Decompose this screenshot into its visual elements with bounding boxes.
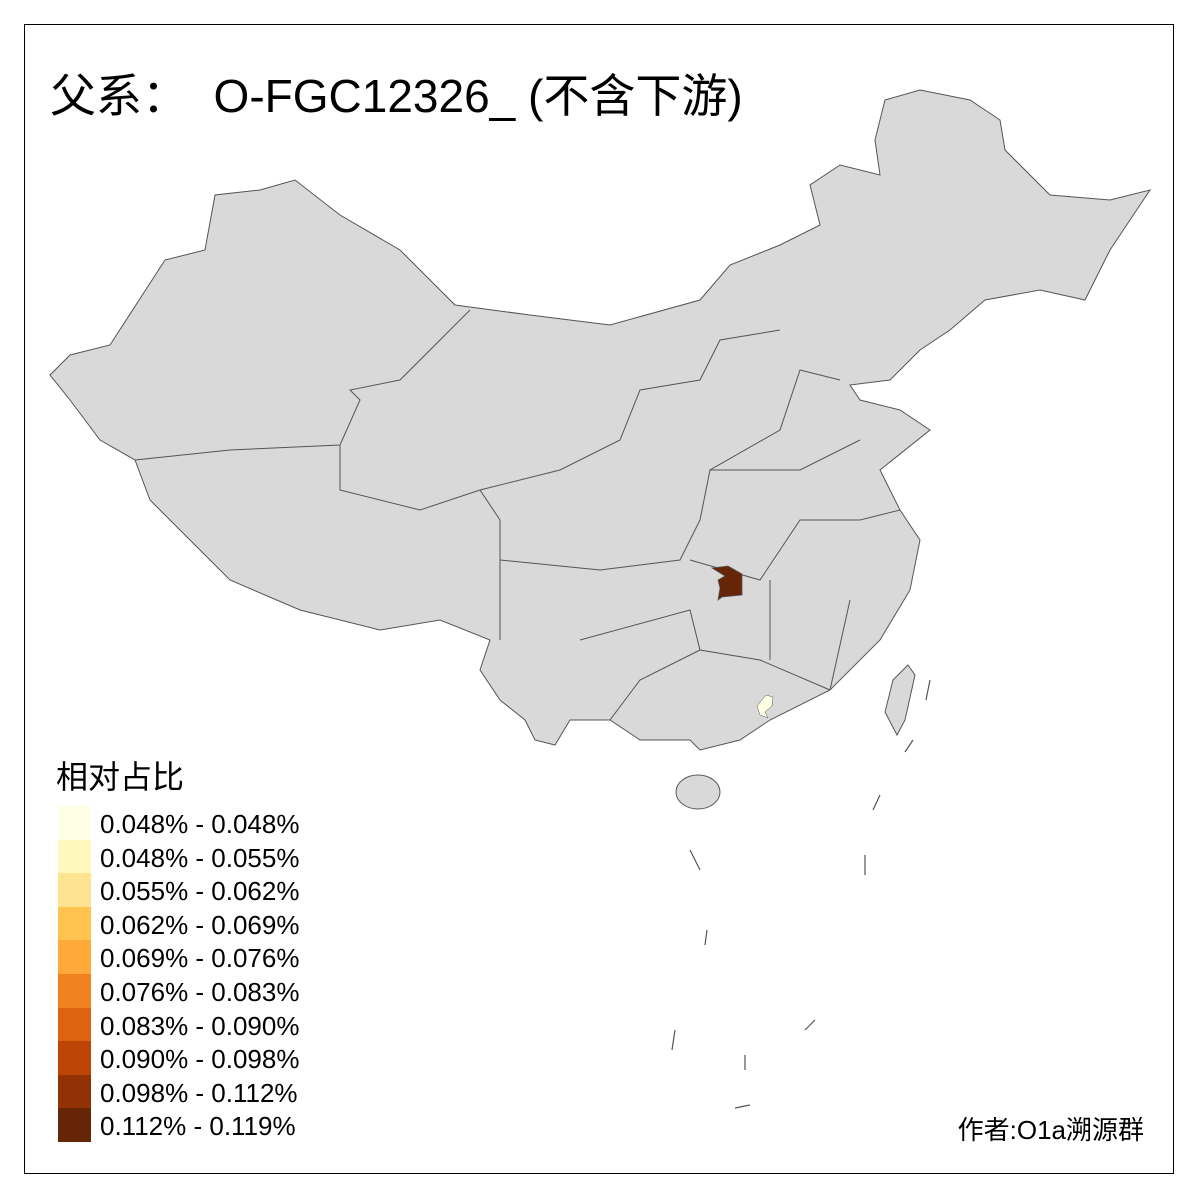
legend-label: 0.048% - 0.055% <box>100 842 300 873</box>
legend-label: 0.048% - 0.048% <box>100 809 300 839</box>
region-hunan-northwest <box>710 565 743 601</box>
legend-item: 0.090% - 0.098% <box>58 1041 358 1076</box>
legend-swatch <box>58 806 91 840</box>
china-mainland <box>49 89 1152 751</box>
legend-swatch <box>58 940 91 975</box>
legend-swatch <box>58 1007 91 1042</box>
legend-label: 0.090% - 0.098% <box>100 1044 300 1075</box>
legend-swatch <box>58 906 91 941</box>
legend-item: 0.048% - 0.055% <box>58 839 358 874</box>
legend-item: 0.048% - 0.048% <box>58 806 358 840</box>
legend-swatch <box>58 839 91 874</box>
author-credit: 作者:O1a溯源群 <box>957 1115 1144 1145</box>
map-frame <box>24 24 1174 1174</box>
legend-item: 0.076% - 0.083% <box>58 974 358 1008</box>
legend-label: 0.076% - 0.083% <box>100 977 300 1007</box>
legend-label: 0.069% - 0.076% <box>100 943 300 974</box>
map-title: 父系： O-FGC12326_ (不含下游) <box>50 70 743 122</box>
legend-item: 0.062% - 0.069% <box>58 906 358 941</box>
legend-title: 相对占比 <box>56 759 185 795</box>
legend-swatch <box>58 1108 91 1143</box>
hainan-island <box>675 774 721 810</box>
legend-item: 0.055% - 0.062% <box>58 873 358 908</box>
legend-item: 0.098% - 0.112% <box>58 1074 358 1109</box>
legend-swatch <box>58 974 91 1008</box>
south-sea-islands <box>671 679 931 1109</box>
legend-label: 0.055% - 0.062% <box>100 876 300 907</box>
legend-label: 0.098% - 0.112% <box>100 1077 298 1108</box>
legend-swatch <box>58 1041 91 1076</box>
region-guangzhou <box>756 694 774 719</box>
province-borders <box>134 309 901 721</box>
legend-item: 0.112% - 0.119% <box>58 1108 358 1143</box>
legend-label: 0.062% - 0.069% <box>100 909 300 940</box>
legend-item: 0.083% - 0.090% <box>58 1007 358 1042</box>
legend-label: 0.112% - 0.119% <box>100 1111 296 1142</box>
legend-item: 0.069% - 0.076% <box>58 940 358 975</box>
legend-label: 0.083% - 0.090% <box>100 1010 300 1041</box>
taiwan-island <box>884 664 916 737</box>
legend-swatch <box>58 1074 91 1109</box>
legend-swatch <box>58 873 91 908</box>
